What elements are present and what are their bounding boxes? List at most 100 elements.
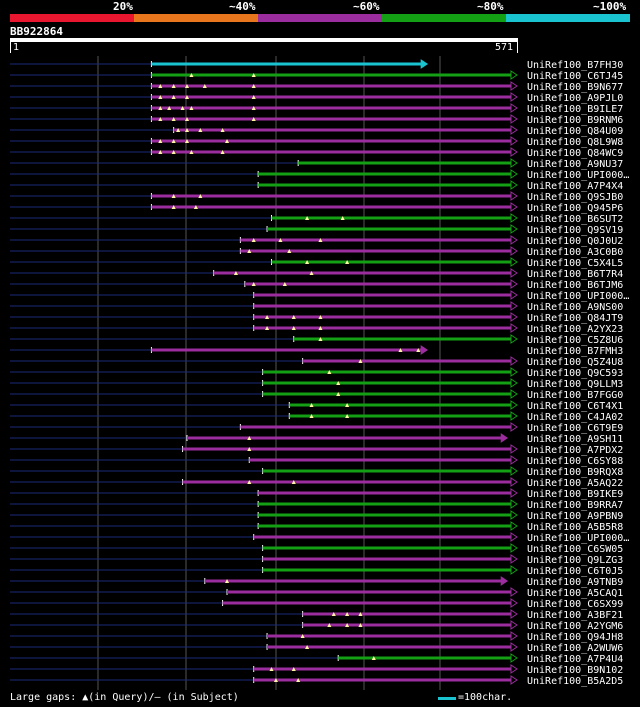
gap-marker [251,238,256,242]
hit-label: UniRef100_Q84WC9 [527,148,623,159]
gap-marker [180,106,185,110]
hit-bar [302,623,511,627]
hit-bar [262,469,511,473]
hit-row: UniRef100_Q5Z4U8 [10,356,623,368]
hit-row: UniRef100_A9NU37 [10,158,623,170]
hit-label: UniRef100_C4JA02 [527,412,623,423]
hit-end-arrow [510,279,518,289]
hit-label: UniRef100_C6T4X1 [527,401,623,412]
hit-bar [151,106,511,110]
gap-marker [247,480,252,484]
hit-bar [253,326,511,330]
gap-marker [318,315,323,319]
gap-marker [176,128,181,132]
gap-marker [358,623,363,627]
hit-row: UniRef100_Q84WC9 [10,147,623,159]
gap-marker [251,84,256,88]
gap-marker [318,337,323,341]
color-segment-100 [506,14,630,22]
gap-marker [345,612,350,616]
hit-bar [258,183,511,187]
coverage-color-bar [10,14,630,22]
hit-bar [151,194,511,198]
hit-end-arrow [510,653,518,663]
gap-marker [185,95,190,99]
hit-row: UniRef100_Q945P6 [10,202,623,214]
gap-marker [345,414,350,418]
hit-end-arrow [510,334,518,344]
hit-end-arrow [510,202,518,212]
hit-bar [289,414,511,418]
hit-end-arrow [510,103,518,113]
hit-label: UniRef100_A5AQ22 [527,478,623,489]
hit-label: UniRef100_Q9LLM3 [527,379,623,390]
hit-bar [227,590,511,594]
color-segment-40 [134,14,258,22]
gap-marker [251,95,256,99]
hit-end-arrow [510,477,518,487]
gap-marker [171,84,176,88]
hit-row: UniRef100_UPI000… [10,169,629,181]
gap-marker [345,260,350,264]
hit-end-arrow [510,235,518,245]
hit-label: UniRef100_B9N677 [527,82,623,93]
hit-end-arrow [500,433,509,443]
hit-end-arrow [510,554,518,564]
hit-row: UniRef100_A5B5R8 [10,521,623,533]
gap-marker [185,84,190,88]
hit-label: UniRef100_A9TNB9 [527,577,623,588]
gap-marker [185,139,190,143]
hit-label: UniRef100_Q9LZG3 [527,555,623,566]
hit-label: UniRef100_C6T0J5 [527,566,623,577]
gap-marker [265,315,270,319]
hit-bar [151,73,511,77]
hit-end-arrow [510,598,518,608]
gap-marker [282,282,287,286]
hit-label: UniRef100_A7P4U4 [527,654,623,665]
hit-end-arrow [420,59,429,69]
hit-row: UniRef100_B9RNM6 [10,114,623,126]
hit-end-arrow [510,169,518,179]
hit-label: UniRef100_A5CAQ1 [527,588,623,599]
hit-end-arrow [510,323,518,333]
hit-end-arrow [510,411,518,421]
gap-marker [358,359,363,363]
hit-end-arrow [510,455,518,465]
hit-end-arrow [510,290,518,300]
hit-row: UniRef100_Q84U09 [10,125,623,137]
legend-label-60: ~60% [353,0,380,13]
hit-row: UniRef100_B9N102 [10,664,623,676]
hit-end-arrow [510,400,518,410]
hit-row: UniRef100_C6SY88 [10,455,623,467]
hit-label: UniRef100_A3BF21 [527,610,623,621]
gap-marker [247,249,252,253]
hit-row: UniRef100_Q9LZG3 [10,554,623,566]
hit-label: UniRef100_UPI000… [527,533,629,544]
gap-marker [189,73,194,77]
hit-bar [271,216,511,220]
gap-marker [358,612,363,616]
hit-row: UniRef100_B6SUT2 [10,213,623,225]
hit-label: UniRef100_A7P4X4 [527,181,623,192]
gap-marker [251,73,256,77]
hit-end-arrow [510,213,518,223]
hit-label: UniRef100_Q0J0U2 [527,236,623,247]
hit-bar [267,227,511,231]
hit-row: UniRef100_A9TNB9 [10,576,623,588]
hit-end-arrow [510,268,518,278]
gap-marker [287,249,292,253]
gap-marker [345,623,350,627]
hit-bar [262,557,511,561]
hit-row: UniRef100_C6T9E9 [10,422,623,434]
hit-bar [262,392,511,396]
hit-row: UniRef100_B9RRA7 [10,499,623,511]
hit-row: UniRef100_Q9LLM3 [10,378,623,390]
hit-row: UniRef100_A3BF21 [10,609,623,621]
hit-row: UniRef100_B9RQX8 [10,466,623,478]
hit-label: UniRef100_A2WUW6 [527,643,623,654]
hit-row: UniRef100_A5CAQ1 [10,587,623,599]
hit-bar [289,403,511,407]
hit-end-arrow [510,92,518,102]
hit-bar [151,348,422,352]
hit-row: UniRef100_Q84JT9 [10,312,623,324]
